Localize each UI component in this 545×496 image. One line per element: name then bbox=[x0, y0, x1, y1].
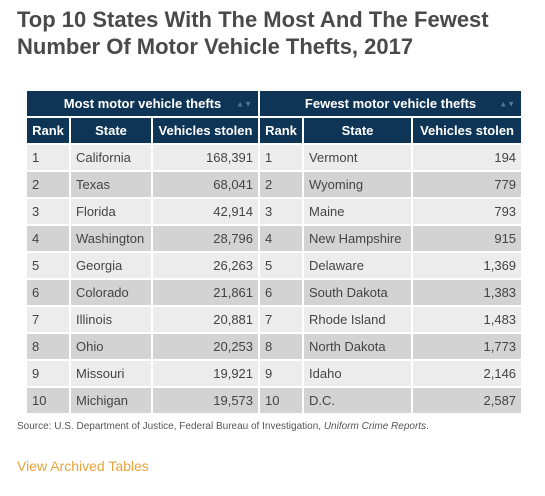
most-state-cell: Colorado bbox=[70, 279, 153, 307]
fewest-rank-cell: 9 bbox=[259, 360, 305, 388]
fewest-state-cell: Vermont bbox=[303, 144, 414, 172]
fewest-state-cell: Delaware bbox=[303, 252, 414, 280]
table-row: 9 Missouri 19,921 9 Idaho 2,146 bbox=[27, 360, 522, 388]
most-rank-cell: 3 bbox=[27, 198, 71, 226]
most-state-cell: Georgia bbox=[70, 252, 153, 280]
fewest-state-cell: Idaho bbox=[303, 360, 414, 388]
fewest-stolen-cell: 1,483 bbox=[412, 306, 522, 334]
fewest-stolen-cell: 793 bbox=[412, 198, 522, 226]
view-archived-tables-link[interactable]: View Archived Tables bbox=[17, 458, 149, 474]
most-rank-cell: 6 bbox=[27, 279, 71, 307]
fewest-stolen-cell: 2,587 bbox=[412, 387, 522, 415]
fewest-state-cell: Rhode Island bbox=[303, 306, 414, 334]
table-row: 4 Washington 28,796 4 New Hampshire 915 bbox=[27, 225, 522, 253]
thefts-table-container: Most motor vehicle thefts ▲▼ Fewest moto… bbox=[27, 91, 522, 415]
table-row: 5 Georgia 26,263 5 Delaware 1,369 bbox=[27, 252, 522, 280]
column-header-most-state[interactable]: State bbox=[70, 117, 153, 145]
most-state-cell: Missouri bbox=[70, 360, 153, 388]
thefts-table: Most motor vehicle thefts ▲▼ Fewest moto… bbox=[27, 91, 522, 415]
column-header-fewest-state[interactable]: State bbox=[303, 117, 414, 145]
table-row: 2 Texas 68,041 2 Wyoming 779 bbox=[27, 171, 522, 199]
column-header-most-rank[interactable]: Rank bbox=[27, 117, 71, 145]
most-state-cell: Illinois bbox=[70, 306, 153, 334]
fewest-rank-cell: 6 bbox=[259, 279, 305, 307]
most-state-cell: Ohio bbox=[70, 333, 153, 361]
fewest-state-cell: New Hampshire bbox=[303, 225, 414, 253]
most-rank-cell: 8 bbox=[27, 333, 71, 361]
source-note: Source: U.S. Department of Justice, Fede… bbox=[17, 421, 429, 432]
most-stolen-cell: 168,391 bbox=[152, 144, 261, 172]
fewest-stolen-cell: 915 bbox=[412, 225, 522, 253]
table-row: 1 California 168,391 1 Vermont 194 bbox=[27, 144, 522, 172]
fewest-rank-cell: 8 bbox=[259, 333, 305, 361]
most-state-cell: Washington bbox=[70, 225, 153, 253]
fewest-state-cell: D.C. bbox=[303, 387, 414, 415]
fewest-rank-cell: 2 bbox=[259, 171, 305, 199]
fewest-stolen-cell: 1,369 bbox=[412, 252, 522, 280]
fewest-rank-cell: 7 bbox=[259, 306, 305, 334]
fewest-stolen-cell: 1,773 bbox=[412, 333, 522, 361]
group-header-fewest[interactable]: Fewest motor vehicle thefts ▲▼ bbox=[259, 91, 522, 118]
fewest-stolen-cell: 2,146 bbox=[412, 360, 522, 388]
source-prefix: Source: U.S. Department of Justice, Fede… bbox=[17, 421, 324, 432]
most-rank-cell: 9 bbox=[27, 360, 71, 388]
most-rank-cell: 7 bbox=[27, 306, 71, 334]
group-header-most[interactable]: Most motor vehicle thefts ▲▼ bbox=[27, 91, 261, 118]
fewest-rank-cell: 3 bbox=[259, 198, 305, 226]
most-stolen-cell: 68,041 bbox=[152, 171, 261, 199]
most-stolen-cell: 26,263 bbox=[152, 252, 261, 280]
most-state-cell: California bbox=[70, 144, 153, 172]
most-stolen-cell: 28,796 bbox=[152, 225, 261, 253]
most-rank-cell: 1 bbox=[27, 144, 71, 172]
source-publication: Uniform Crime Reports bbox=[323, 421, 427, 432]
fewest-stolen-cell: 1,383 bbox=[412, 279, 522, 307]
most-stolen-cell: 21,861 bbox=[152, 279, 261, 307]
fewest-stolen-cell: 779 bbox=[412, 171, 522, 199]
most-state-cell: Michigan bbox=[70, 387, 153, 415]
table-row: 6 Colorado 21,861 6 South Dakota 1,383 bbox=[27, 279, 522, 307]
column-header-fewest-rank[interactable]: Rank bbox=[259, 117, 305, 145]
table-row: 8 Ohio 20,253 8 North Dakota 1,773 bbox=[27, 333, 522, 361]
most-stolen-cell: 20,253 bbox=[152, 333, 261, 361]
fewest-rank-cell: 10 bbox=[259, 387, 305, 415]
most-state-cell: Florida bbox=[70, 198, 153, 226]
most-rank-cell: 4 bbox=[27, 225, 71, 253]
most-stolen-cell: 19,921 bbox=[152, 360, 261, 388]
column-header-most-stolen[interactable]: Vehicles stolen bbox=[152, 117, 261, 145]
table-row: 10 Michigan 19,573 10 D.C. 2,587 bbox=[27, 387, 522, 415]
source-suffix: . bbox=[426, 421, 429, 432]
sort-arrows-icon: ▲▼ bbox=[499, 99, 516, 108]
table-row: 3 Florida 42,914 3 Maine 793 bbox=[27, 198, 522, 226]
table-row: 7 Illinois 20,881 7 Rhode Island 1,483 bbox=[27, 306, 522, 334]
fewest-state-cell: Maine bbox=[303, 198, 414, 226]
most-rank-cell: 5 bbox=[27, 252, 71, 280]
page-title: Top 10 States With The Most And The Fewe… bbox=[17, 7, 489, 59]
fewest-rank-cell: 4 bbox=[259, 225, 305, 253]
most-state-cell: Texas bbox=[70, 171, 153, 199]
most-rank-cell: 2 bbox=[27, 171, 71, 199]
fewest-rank-cell: 5 bbox=[259, 252, 305, 280]
most-rank-cell: 10 bbox=[27, 387, 71, 415]
column-header-fewest-stolen[interactable]: Vehicles stolen bbox=[412, 117, 522, 145]
group-header-most-label: Most motor vehicle thefts bbox=[63, 96, 222, 111]
group-header-fewest-label: Fewest motor vehicle thefts bbox=[304, 96, 477, 111]
column-header-row: Rank State Vehicles stolen Rank State Ve… bbox=[27, 117, 522, 145]
most-stolen-cell: 42,914 bbox=[152, 198, 261, 226]
fewest-stolen-cell: 194 bbox=[412, 144, 522, 172]
group-header-row: Most motor vehicle thefts ▲▼ Fewest moto… bbox=[27, 91, 522, 118]
fewest-state-cell: South Dakota bbox=[303, 279, 414, 307]
fewest-state-cell: North Dakota bbox=[303, 333, 414, 361]
fewest-rank-cell: 1 bbox=[259, 144, 305, 172]
most-stolen-cell: 20,881 bbox=[152, 306, 261, 334]
fewest-state-cell: Wyoming bbox=[303, 171, 414, 199]
most-stolen-cell: 19,573 bbox=[152, 387, 261, 415]
sort-arrows-icon: ▲▼ bbox=[236, 99, 253, 108]
